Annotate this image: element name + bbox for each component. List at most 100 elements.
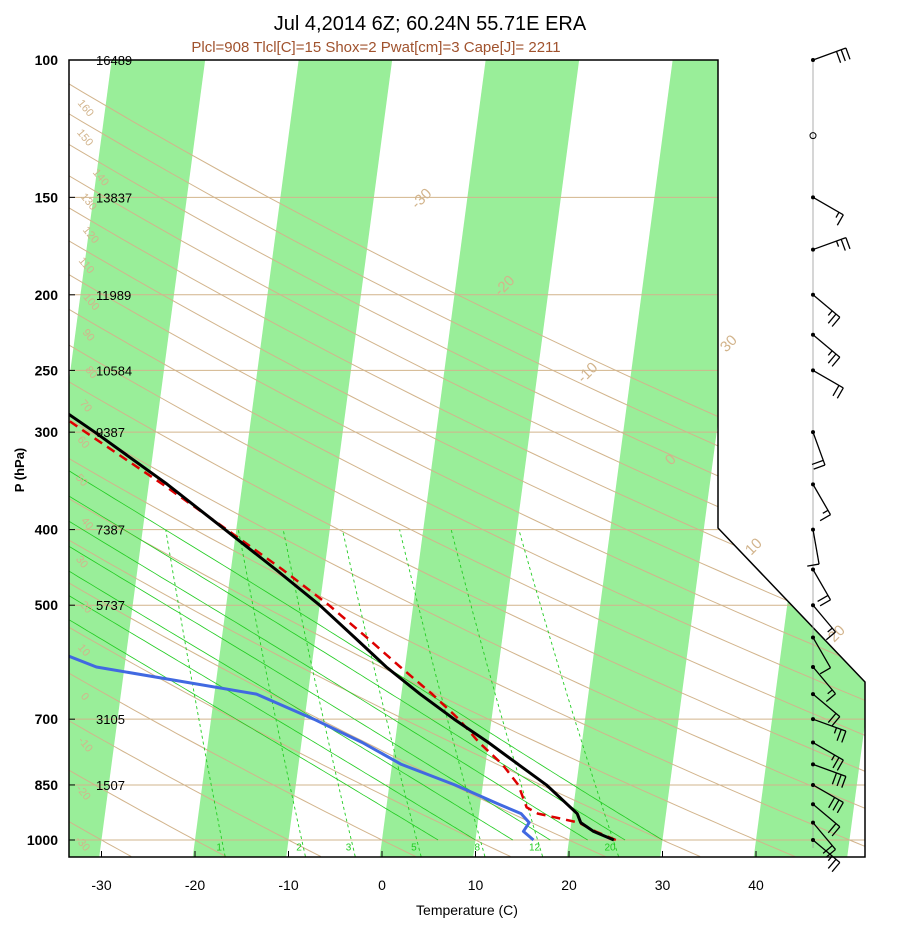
wind-barbs (807, 47, 851, 873)
wind-barb (812, 666, 836, 695)
x-tick-label: -10 (278, 877, 298, 893)
wind-barb (812, 604, 836, 633)
wind-barb-flag (836, 214, 844, 226)
wind-barb-flag (832, 757, 840, 769)
mixing-ratio-label: 20 (604, 843, 616, 854)
wind-barb-flag (841, 776, 847, 788)
isotherm-band (753, 60, 865, 857)
wind-barb-flag (822, 845, 833, 854)
wind-barb-flag (819, 599, 831, 607)
wind-barb (812, 236, 847, 251)
mixing-ratio-line (341, 529, 422, 857)
wind-barb-flag (831, 772, 838, 785)
wind-barb (812, 718, 847, 732)
height-label: 10584 (96, 363, 132, 378)
chart-title: Jul 4,2014 6Z; 60.24N 55.71E ERA (274, 13, 587, 35)
plot-border (68, 59, 866, 858)
mixing-ratio-line (518, 529, 620, 857)
wind-barb-flag (831, 716, 841, 727)
temperature-line (69, 60, 615, 842)
y-tick-label: 400 (35, 522, 59, 538)
wind-barb-flag (835, 51, 842, 63)
dry-adiabat (69, 60, 511, 857)
wind-barb-flag (825, 848, 836, 858)
mixing-ratio-line (237, 529, 306, 857)
y-tick-label: 500 (35, 597, 59, 613)
x-tick-label: 10 (468, 877, 484, 893)
wind-barb (809, 132, 817, 140)
dry-adiabat (69, 60, 865, 857)
dry-adiabat (69, 60, 322, 857)
mixing-ratio-line (165, 529, 226, 857)
mixing-ratio-line (399, 529, 486, 857)
wind-barb-flag (845, 237, 851, 250)
sounding-profiles (69, 60, 617, 842)
mixing-ratio-label: 8 (475, 843, 481, 854)
wind-barb-flag (833, 727, 838, 734)
wind-barb-flag (836, 802, 844, 814)
wind-barb (812, 369, 844, 389)
wind-barb (812, 637, 832, 669)
wind-barb-flag (831, 356, 841, 367)
mixing-ratio-label: 1 (216, 843, 222, 854)
wind-barb-flag (827, 823, 837, 834)
wind-barb (812, 334, 841, 358)
wind-barb (812, 569, 832, 601)
isotherm-label: 10 (742, 535, 766, 559)
wind-barb (812, 803, 841, 828)
wind-barb (812, 693, 841, 718)
mixing-ratio-label: 5 (411, 843, 417, 854)
y-tick-label: 300 (35, 424, 59, 440)
wind-barb (812, 47, 847, 61)
isotherm-label: 30 (717, 332, 741, 356)
wind-barb-flag (828, 797, 836, 809)
wind-barb-flag (832, 799, 840, 811)
dry-adiabat (69, 60, 416, 857)
wind-barb (812, 839, 841, 863)
axes: 1001502002503004005007008501000164891383… (27, 52, 764, 893)
wind-barb (812, 529, 820, 565)
wind-barb-flag (827, 627, 833, 633)
wind-barb (812, 431, 826, 466)
dry-adiabat (69, 60, 701, 857)
wind-barb-flag (831, 316, 841, 327)
dry-adiabat (69, 60, 606, 857)
wind-barb-flag (827, 712, 837, 723)
wind-barb-flag (840, 49, 846, 62)
mixing-ratio-label: 12 (529, 843, 541, 854)
isotherm-band (192, 60, 397, 857)
y-tick-label: 250 (35, 362, 59, 378)
wind-barb-flag (832, 385, 840, 397)
mixing-ratio-line (450, 529, 544, 857)
height-label: 3105 (96, 712, 125, 727)
wind-barb-flag (845, 47, 851, 60)
isotherm-band (0, 24, 23, 856)
wind-barb-flag (822, 509, 829, 514)
mixing-ratio-lines (165, 529, 620, 857)
wind-barb-flag (819, 514, 831, 522)
isotherm-label: -30 (408, 185, 435, 212)
y-tick-label: 100 (35, 52, 59, 68)
height-label: 5737 (96, 598, 125, 613)
wind-barb-flag (807, 563, 820, 567)
y-tick-label: 700 (35, 711, 59, 727)
x-tick-label: -30 (91, 877, 111, 893)
wind-barb-flag (827, 353, 837, 364)
wind-barb-flag (831, 826, 841, 837)
wind-barb-flag (817, 594, 829, 603)
isotherm-band (379, 60, 584, 857)
parcel-line (69, 333, 617, 842)
isotherm-band (566, 60, 771, 857)
wind-barb (812, 484, 832, 516)
y-axis-label: P (hPa) (12, 448, 27, 493)
dry-adiabat (69, 60, 796, 857)
dry-adiabat-label: 160 (75, 97, 96, 119)
height-label: 9387 (96, 425, 125, 440)
height-label: 1507 (96, 778, 125, 793)
dry-adiabat (69, 60, 227, 857)
chart-subtitle: Plcl=908 Tlcl[C]=15 Shox=2 Pwat[cm]=3 Ca… (191, 39, 560, 56)
x-tick-label: 40 (748, 877, 764, 893)
wind-barb-flag (841, 730, 847, 743)
height-label: 13837 (96, 190, 132, 205)
